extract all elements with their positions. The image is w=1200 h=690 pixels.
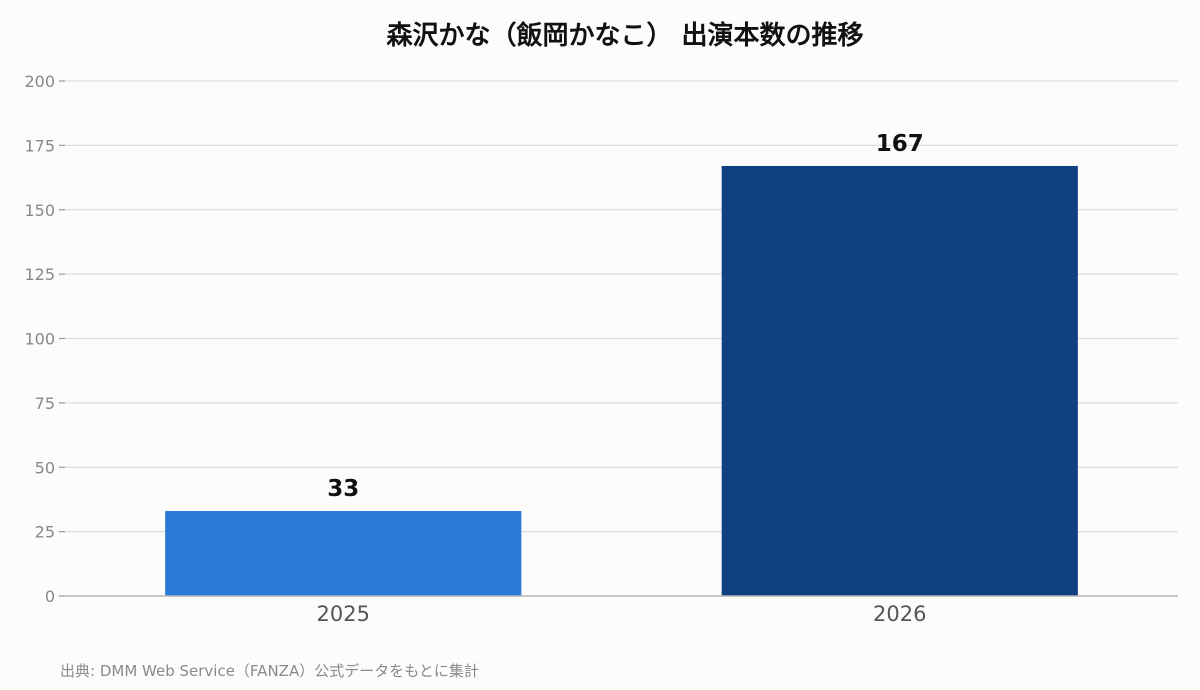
bar-2026 — [721, 165, 1078, 596]
y-tick-label: 25 — [35, 523, 55, 542]
chart-title: 森沢かな（飯岡かなこ） 出演本数の推移 — [386, 20, 863, 51]
y-tick-label: 125 — [24, 265, 55, 284]
y-tick-label: 150 — [24, 201, 55, 220]
x-tick-label-2025: 2025 — [317, 602, 370, 626]
data-label-2025: 33 — [327, 476, 359, 502]
x-tick-label-2026: 2026 — [873, 602, 926, 626]
y-axis: 0 25 50 75 100 125 150 175 200 — [24, 72, 65, 606]
bars: 33 167 — [165, 131, 1078, 596]
x-axis: 2025 2026 — [317, 602, 927, 626]
bar-2025 — [165, 511, 522, 596]
y-tick-label: 175 — [24, 136, 55, 155]
data-label-2026: 167 — [876, 131, 924, 157]
y-tick-label: 0 — [45, 587, 55, 606]
source-note: 出典: DMM Web Service（FANZA）公式データをもとに集計 — [60, 662, 479, 680]
y-tick-label: 200 — [24, 72, 55, 91]
y-tick-label: 100 — [24, 330, 55, 349]
y-tick-label: 75 — [35, 394, 55, 413]
grid-lines — [65, 80, 1178, 533]
y-tick-label: 50 — [35, 458, 55, 477]
